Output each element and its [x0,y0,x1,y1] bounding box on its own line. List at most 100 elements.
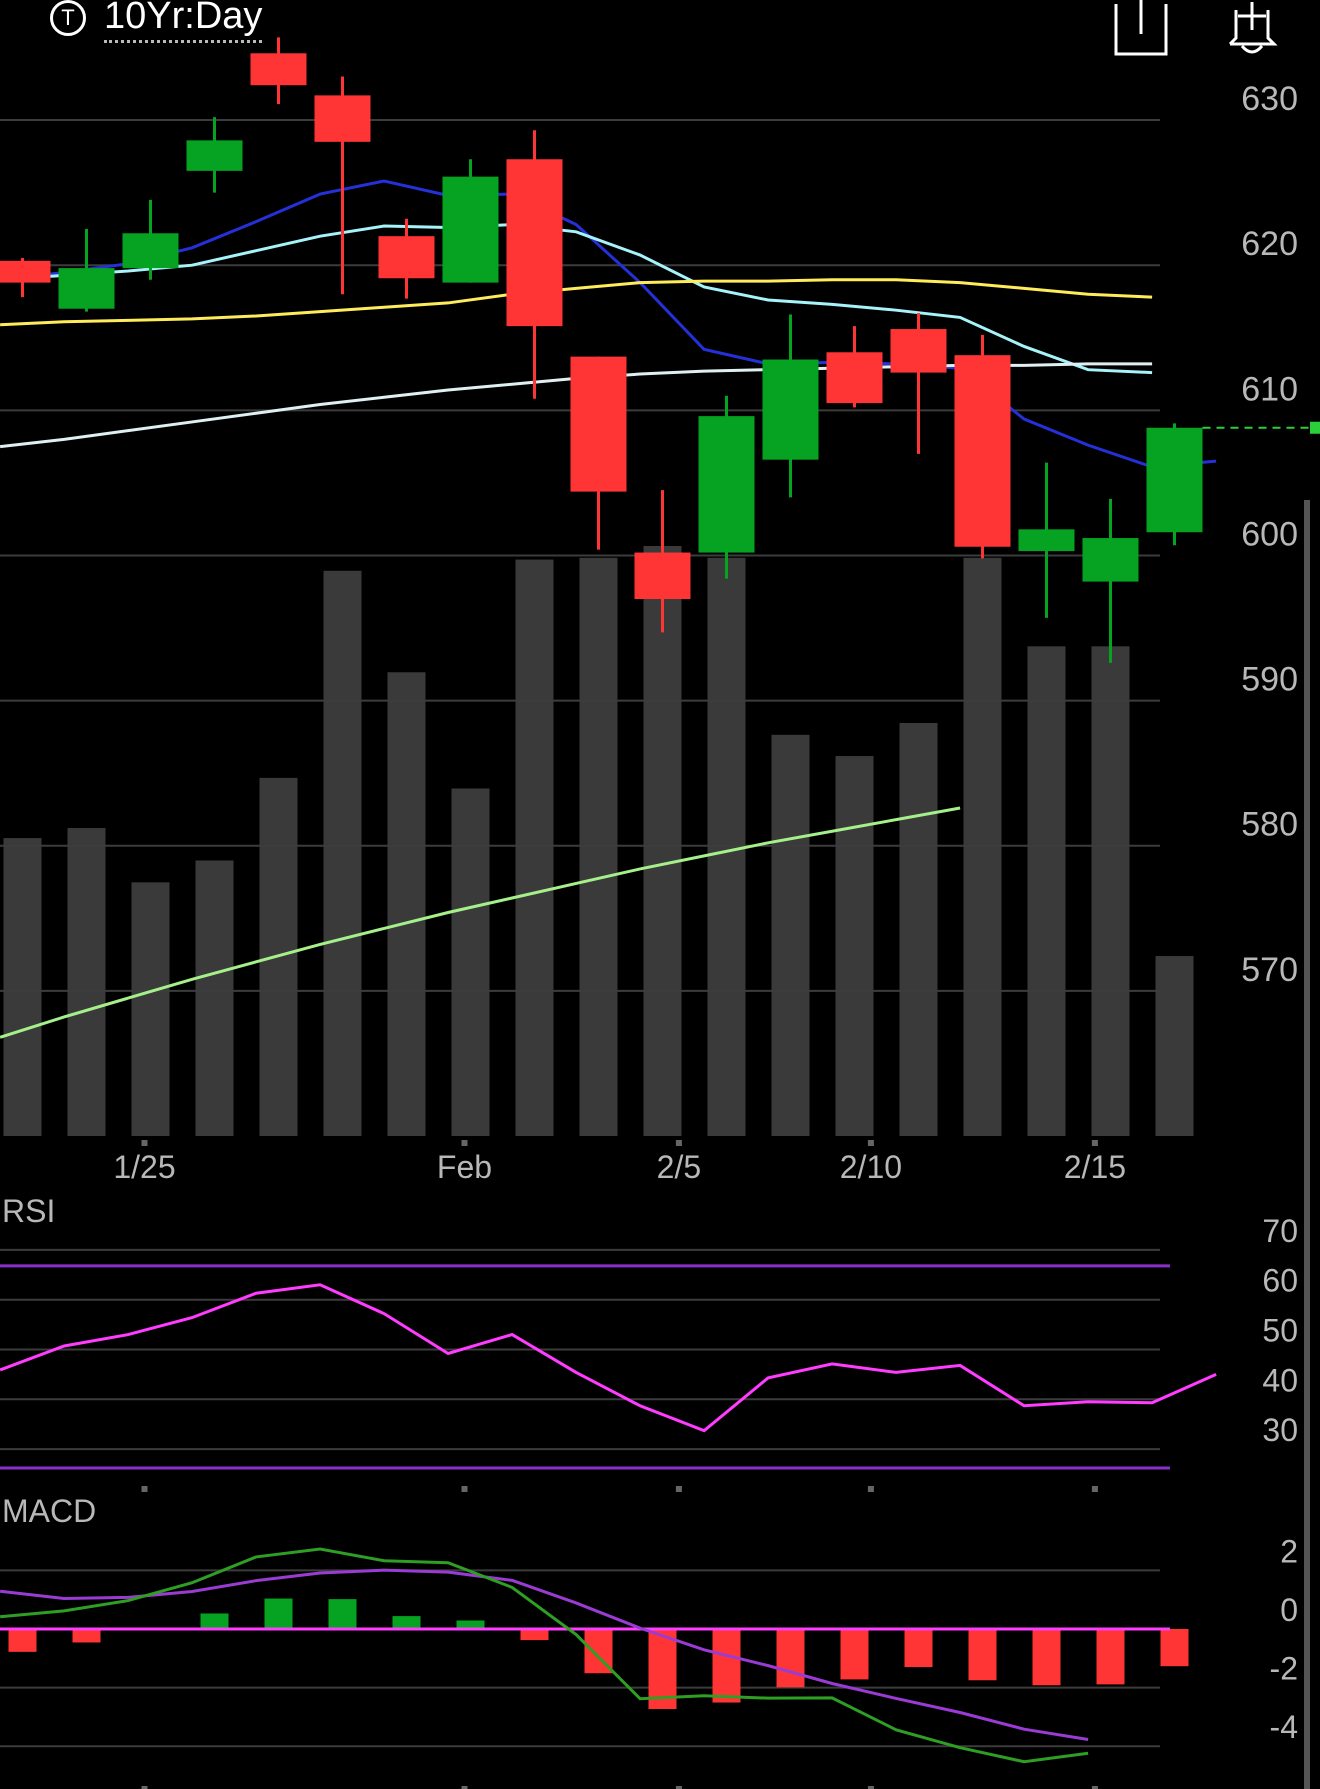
candle-body [442,176,499,283]
macd-histogram-bar [328,1599,357,1629]
macd-histogram-bar [1160,1629,1189,1667]
date-tick-label: 2/10 [840,1149,902,1185]
alert-bell-plus-icon[interactable] [1216,0,1286,60]
macd-tick-label: 2 [1280,1533,1298,1569]
candle-body [762,359,819,460]
moving-average-line [0,806,961,1039]
macd-histogram-bar [904,1629,933,1668]
moving-average-line [0,278,1153,327]
volume-bar [131,882,170,1136]
candle-body [250,53,307,86]
t-circle-icon[interactable]: T [50,0,86,36]
macd-signal-line [0,1568,1089,1741]
volume-bar [707,557,746,1136]
volume-bar [515,559,554,1136]
candle-body [570,356,627,492]
price-tick-label: 600 [1241,515,1298,553]
macd-histogram-bar [648,1629,677,1709]
volume-bar [3,838,42,1136]
candle-body [1146,427,1203,533]
last-price-marker [1310,421,1320,434]
rsi-tick-label: 50 [1262,1313,1298,1349]
candle-body [0,260,51,283]
candle-body [698,416,755,553]
price-tick-label: 630 [1241,80,1298,118]
macd-title: MACD [2,1493,96,1529]
macd-histogram-bar [776,1629,805,1688]
chart-header: T 10Yr:Day [0,0,1320,60]
candle-body [122,233,179,269]
rsi-title: RSI [2,1193,55,1229]
candle-body [1082,538,1139,582]
macd-histogram-bar [264,1598,293,1629]
price-tick-label: 570 [1241,951,1298,989]
volume-bar [67,828,106,1136]
candle-body [314,95,371,142]
date-tick-mark [141,1140,148,1146]
date-tick-mark [867,1140,874,1146]
date-tick-label: 2/15 [1064,1149,1126,1185]
volume-bar [195,860,234,1136]
macd-histogram-bar [8,1629,37,1652]
candle-body [506,159,563,327]
candle-body [1018,529,1075,552]
price-tick-label: 590 [1241,661,1298,699]
date-tick-label: 2/5 [657,1149,701,1185]
macd-tick-label: -2 [1270,1651,1298,1687]
volume-bar [835,756,874,1136]
date-tick-label: 1/25 [113,1149,175,1185]
chart-period-selector[interactable]: 10Yr:Day [104,0,263,43]
date-tick-label: Feb [437,1149,492,1185]
volume-bar [387,672,426,1136]
rsi-line [0,1283,1217,1433]
date-tick-mark [867,1486,874,1492]
macd-histogram-bar [1032,1629,1061,1686]
candle-body [634,552,691,599]
date-tick-mark [1091,1786,1098,1789]
date-tick-mark [675,1486,682,1492]
volume-bar [451,788,490,1136]
date-tick-mark [461,1486,468,1492]
volume-bar [963,557,1002,1136]
candle-body [954,355,1011,547]
date-tick-mark [1091,1140,1098,1146]
volume-bar [899,723,938,1136]
macd-histogram-bar [456,1620,485,1629]
macd-histogram-bar [712,1629,741,1703]
price-tick-label: 620 [1241,225,1298,263]
rsi-tick-label: 40 [1262,1362,1298,1398]
moving-average-line [0,223,1153,375]
date-tick-mark [141,1786,148,1789]
macd-tick-label: 0 [1280,1592,1298,1628]
candle-body [378,236,435,279]
candle-body [890,329,947,373]
volume-bar [771,734,810,1136]
macd-histogram-bar [840,1629,869,1680]
rsi-tick-label: 60 [1262,1263,1298,1299]
macd-tick-label: -4 [1270,1709,1298,1745]
volume-bar [579,557,618,1136]
candle-body [826,352,883,404]
candle-body [58,268,115,309]
date-tick-mark [141,1486,148,1492]
share-icon[interactable] [1112,0,1170,56]
date-tick-mark [461,1140,468,1146]
date-tick-mark [1091,1486,1098,1492]
volume-bar [1027,646,1066,1136]
date-tick-mark [675,1786,682,1789]
macd-histogram-bar [72,1629,101,1643]
volume-bar [1091,646,1130,1136]
rsi-tick-label: 30 [1262,1412,1298,1448]
moving-average-line [0,179,1217,469]
volume-bar [643,546,682,1136]
volume-bar [323,570,362,1136]
date-tick-mark [461,1786,468,1789]
date-tick-mark [675,1140,682,1146]
macd-histogram-bar [520,1629,549,1641]
macd-histogram-bar [1096,1629,1125,1685]
macd-histogram-bar [392,1616,421,1629]
macd-line [0,1547,1089,1764]
macd-histogram-bar [968,1629,997,1681]
volume-bar [1155,956,1194,1136]
